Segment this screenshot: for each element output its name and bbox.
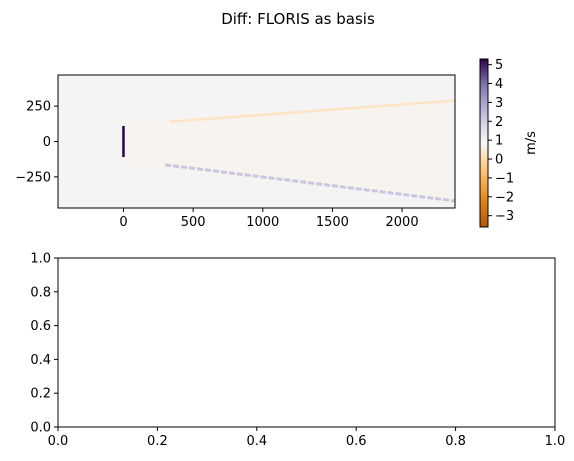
colorbar-ticks: 5 4 3 2 1 0 −1 −2 −3 [488,58,514,224]
empty-axes-x-ticks: 0.0 0.2 0.4 0.6 0.8 1.0 [48,427,566,449]
empty-y-tick-label: 0.0 [30,421,51,436]
colorbar-tick-label: −3 [495,209,514,224]
colorbar-label: m/s [524,131,539,155]
colorbar-tick-label: 5 [495,58,503,73]
empty-y-tick-label: 1.0 [30,252,51,267]
heatmap-y-ticks: 250 0 −250 [15,100,58,185]
heatmap-x-tick-label: 1500 [316,215,349,230]
wake-lower-edge [165,163,456,203]
heatmap-x-ticks: 0 500 1000 1500 2000 [119,208,419,230]
empty-axes: 0.0 0.2 0.4 0.6 0.8 1.0 0.0 0.2 0.4 0.6 0.8 1.0 [30,252,565,450]
colorbar-tick-label: −1 [495,171,514,186]
colorbar-tick-label: 2 [495,115,503,130]
colorbar: 5 4 3 2 1 0 −1 −2 −3 m/s [479,58,539,228]
heatmap-x-tick-label: 1000 [246,215,279,230]
colorbar-tick-label: 4 [495,77,503,92]
heatmap-x-tick-label: 0 [119,215,127,230]
wake-region [123,100,455,201]
empty-x-tick-label: 1.0 [545,434,566,449]
colorbar-tick-label: 0 [495,153,503,168]
empty-x-tick-label: 0.4 [246,434,267,449]
empty-axes-frame [57,257,556,428]
empty-x-tick-label: 0.0 [48,434,69,449]
empty-axes-y-ticks: 0.0 0.2 0.4 0.6 0.8 1.0 [30,252,58,436]
wake-upper-edge [169,99,456,123]
colorbar-gradient [479,58,489,228]
heatmap-y-tick-label: 0 [43,135,51,150]
heatmap-y-tick-label: −250 [15,170,51,185]
heatmap-y-tick-label: 250 [26,100,51,115]
empty-y-tick-label: 0.6 [30,319,51,334]
empty-x-tick-label: 0.8 [445,434,466,449]
empty-x-tick-label: 0.6 [346,434,367,449]
colorbar-tick-label: 1 [495,134,503,149]
empty-y-tick-label: 0.8 [30,285,51,300]
heatmap-x-tick-label: 500 [181,215,206,230]
heatmap-x-tick-label: 2000 [386,215,419,230]
colorbar-tick-label: 3 [495,96,503,111]
figure-title: Diff: FLORIS as basis [221,10,375,28]
empty-y-tick-label: 0.4 [30,353,51,368]
colorbar-tick-label: −2 [495,190,514,205]
empty-x-tick-label: 0.2 [147,434,168,449]
empty-y-tick-label: 0.2 [30,387,51,402]
